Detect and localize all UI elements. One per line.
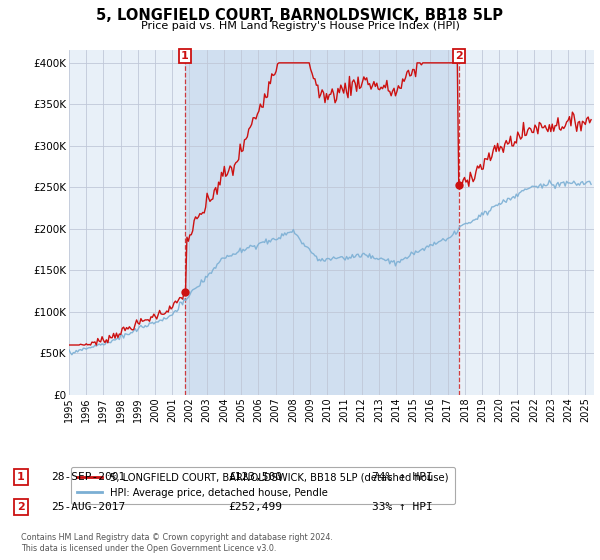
Text: 1: 1: [181, 51, 189, 61]
Text: 33% ↑ HPI: 33% ↑ HPI: [372, 502, 433, 512]
Text: Contains HM Land Registry data © Crown copyright and database right 2024.
This d: Contains HM Land Registry data © Crown c…: [21, 533, 333, 553]
Text: 28-SEP-2001: 28-SEP-2001: [51, 472, 125, 482]
Text: £252,499: £252,499: [228, 502, 282, 512]
Text: 2: 2: [17, 502, 25, 512]
Text: 74% ↑ HPI: 74% ↑ HPI: [372, 472, 433, 482]
Text: 5, LONGFIELD COURT, BARNOLDSWICK, BB18 5LP: 5, LONGFIELD COURT, BARNOLDSWICK, BB18 5…: [97, 8, 503, 24]
Bar: [185, 50, 459, 395]
Text: 2: 2: [455, 51, 463, 61]
Legend: 5, LONGFIELD COURT, BARNOLDSWICK, BB18 5LP (detached house), HPI: Average price,: 5, LONGFIELD COURT, BARNOLDSWICK, BB18 5…: [71, 467, 455, 504]
Text: Price paid vs. HM Land Registry's House Price Index (HPI): Price paid vs. HM Land Registry's House …: [140, 21, 460, 31]
Text: 25-AUG-2017: 25-AUG-2017: [51, 502, 125, 512]
Text: £123,500: £123,500: [228, 472, 282, 482]
Text: 1: 1: [17, 472, 25, 482]
